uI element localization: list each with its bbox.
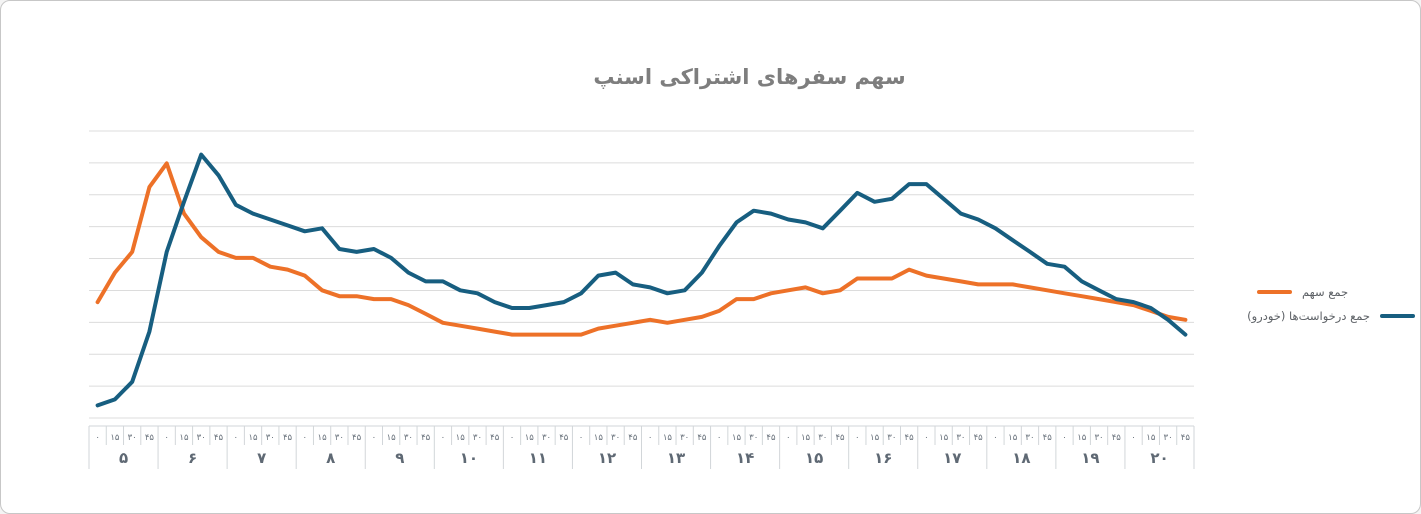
x-axis-hour-label: ۱۳ <box>667 449 685 467</box>
x-axis-quarter-label: ۰ <box>1062 433 1067 443</box>
series-line-total-share <box>95 161 1188 337</box>
x-axis-quarter-label: ۳۰ <box>473 433 482 443</box>
x-axis-quarter-label: ۳۰ <box>1094 433 1103 443</box>
x-axis-hour-label: ۱۶ <box>874 449 892 467</box>
x-axis-quarter-label: ۰ <box>233 433 238 443</box>
x-axis-quarter-label: ۰ <box>855 433 860 443</box>
x-axis-hour-label: ۱۷ <box>943 449 961 467</box>
x-axis-hour-label: ۷ <box>257 449 266 467</box>
legend-label-total-share: جمع سهم <box>1302 285 1349 299</box>
x-axis-quarter-label: ۱۵ <box>1008 433 1018 443</box>
x-axis-quarter-label: ۰ <box>579 433 584 443</box>
x-axis-quarter-label: ۱۵ <box>594 433 604 443</box>
x-axis-quarter-label: ۱۵ <box>939 433 949 443</box>
x-axis-quarter-label: ۱۵ <box>1077 433 1087 443</box>
x-axis-quarter-label: ۱۵ <box>1146 433 1156 443</box>
x-axis-quarter-label: ۱۵ <box>525 433 535 443</box>
x-axis-quarter-label: ۰ <box>441 433 446 443</box>
legend: جمع سهم جمع درخواست‌ها (خودرو) <box>1247 285 1415 333</box>
x-axis-quarter-label: ۱۵ <box>318 433 328 443</box>
x-axis-quarter-label: ۳۰ <box>542 433 551 443</box>
x-axis-hour-label: ۱۹ <box>1081 449 1099 467</box>
x-axis-quarter-label: ۴۵ <box>974 433 984 443</box>
x-axis-hour-label: ۱۲ <box>598 449 616 467</box>
x-axis-quarter-label: ۰ <box>303 433 308 443</box>
x-axis-quarter-label: ۱۵ <box>801 433 811 443</box>
x-axis-quarter-label: ۰ <box>648 433 653 443</box>
x-axis-quarter-label: ۳۰ <box>266 433 275 443</box>
x-axis-quarter-label: ۳۰ <box>128 433 137 443</box>
x-axis-quarter-label: ۱۵ <box>456 433 466 443</box>
x-axis-quarter-label: ۳۰ <box>680 433 689 443</box>
x-axis-quarter-label: ۳۰ <box>956 433 965 443</box>
x-axis-quarter-label: ۰ <box>372 433 377 443</box>
legend-swatch-total-share <box>1257 290 1292 294</box>
legend-label-total-requests: جمع درخواست‌ها (خودرو) <box>1247 309 1370 323</box>
chart-title: سهم سفرهای اشتراکی اسنپ <box>593 65 906 89</box>
legend-swatch-total-requests <box>1380 314 1415 318</box>
x-axis-quarter-label: ۴۵ <box>766 433 776 443</box>
x-axis-quarter-label: ۰ <box>510 433 515 443</box>
legend-item-total-share: جمع سهم <box>1257 285 1415 299</box>
x-axis-hour-label: ۱۸ <box>1012 449 1030 467</box>
x-axis-quarter-label: ۱۵ <box>732 433 742 443</box>
x-axis-quarter-label: ۱۵ <box>870 433 880 443</box>
x-axis-quarter-label: ۴۵ <box>559 433 569 443</box>
x-axis-quarter-label: ۴۵ <box>1112 433 1122 443</box>
x-axis-quarter-label: ۴۵ <box>145 433 155 443</box>
x-axis-quarter-label: ۴۵ <box>214 433 224 443</box>
x-axis-quarter-label: ۴۵ <box>628 433 638 443</box>
x-axis-quarter-label: ۳۰ <box>611 433 620 443</box>
x-axis-hour-label: ۹ <box>395 449 404 467</box>
x-axis-quarter-label: ۰ <box>924 433 929 443</box>
x-axis-quarter-label: ۰ <box>786 433 791 443</box>
x-axis-quarter-label: ۴۵ <box>835 433 845 443</box>
x-axis-quarter-label: ۴۵ <box>421 433 431 443</box>
x-axis-quarter-label: ۴۵ <box>490 433 500 443</box>
x-axis-hour-label: ۱۱ <box>529 449 547 467</box>
x-axis-hour-label: ۵ <box>119 449 128 467</box>
x-axis-quarter-label: ۴۵ <box>1181 433 1191 443</box>
x-axis-quarter-label: ۰ <box>993 433 998 443</box>
x-axis-hour-label: ۶ <box>188 449 197 467</box>
x-axis-hour-label: ۱۵ <box>805 449 823 467</box>
x-axis-quarter-label: ۰ <box>717 433 722 443</box>
x-axis-quarter-label: ۳۰ <box>1025 433 1034 443</box>
x-axis-quarter-label: ۴۵ <box>905 433 915 443</box>
x-axis-hour-label: ۱۰ <box>460 449 478 467</box>
x-axis-quarter-label: ۱۵ <box>179 433 189 443</box>
x-axis-quarter-label: ۴۵ <box>1043 433 1053 443</box>
x-axis-quarter-label: ۳۰ <box>818 433 827 443</box>
x-axis-quarter-label: ۴۵ <box>352 433 362 443</box>
x-axis-quarter-label: ۰ <box>164 433 169 443</box>
x-axis-quarter-label: ۰ <box>95 433 100 443</box>
legend-item-total-requests: جمع درخواست‌ها (خودرو) <box>1247 309 1415 323</box>
x-axis-quarter-label: ۳۰ <box>1164 433 1173 443</box>
x-axis-quarter-label: ۳۰ <box>404 433 413 443</box>
x-axis-quarter-label: ۰ <box>1131 433 1136 443</box>
x-axis-quarter-label: ۱۵ <box>663 433 673 443</box>
x-axis-quarter-label: ۱۵ <box>248 433 258 443</box>
x-axis-hour-label: ۱۴ <box>736 449 754 467</box>
x-axis-quarter-label: ۱۵ <box>110 433 120 443</box>
x-axis-quarter-label: ۴۵ <box>283 433 293 443</box>
x-axis-quarter-label: ۳۰ <box>887 433 896 443</box>
x-axis-quarter-label: ۳۰ <box>335 433 344 443</box>
x-axis-hour-label: ۲۰ <box>1150 449 1168 467</box>
x-axis-quarter-label: ۳۰ <box>197 433 206 443</box>
x-axis-quarter-label: ۱۵ <box>387 433 397 443</box>
x-axis-hour-label: ۸ <box>326 449 335 467</box>
x-axis-quarter-label: ۳۰ <box>749 433 758 443</box>
x-axis-quarter-label: ۴۵ <box>697 433 707 443</box>
series-line-total-requests <box>95 152 1188 408</box>
